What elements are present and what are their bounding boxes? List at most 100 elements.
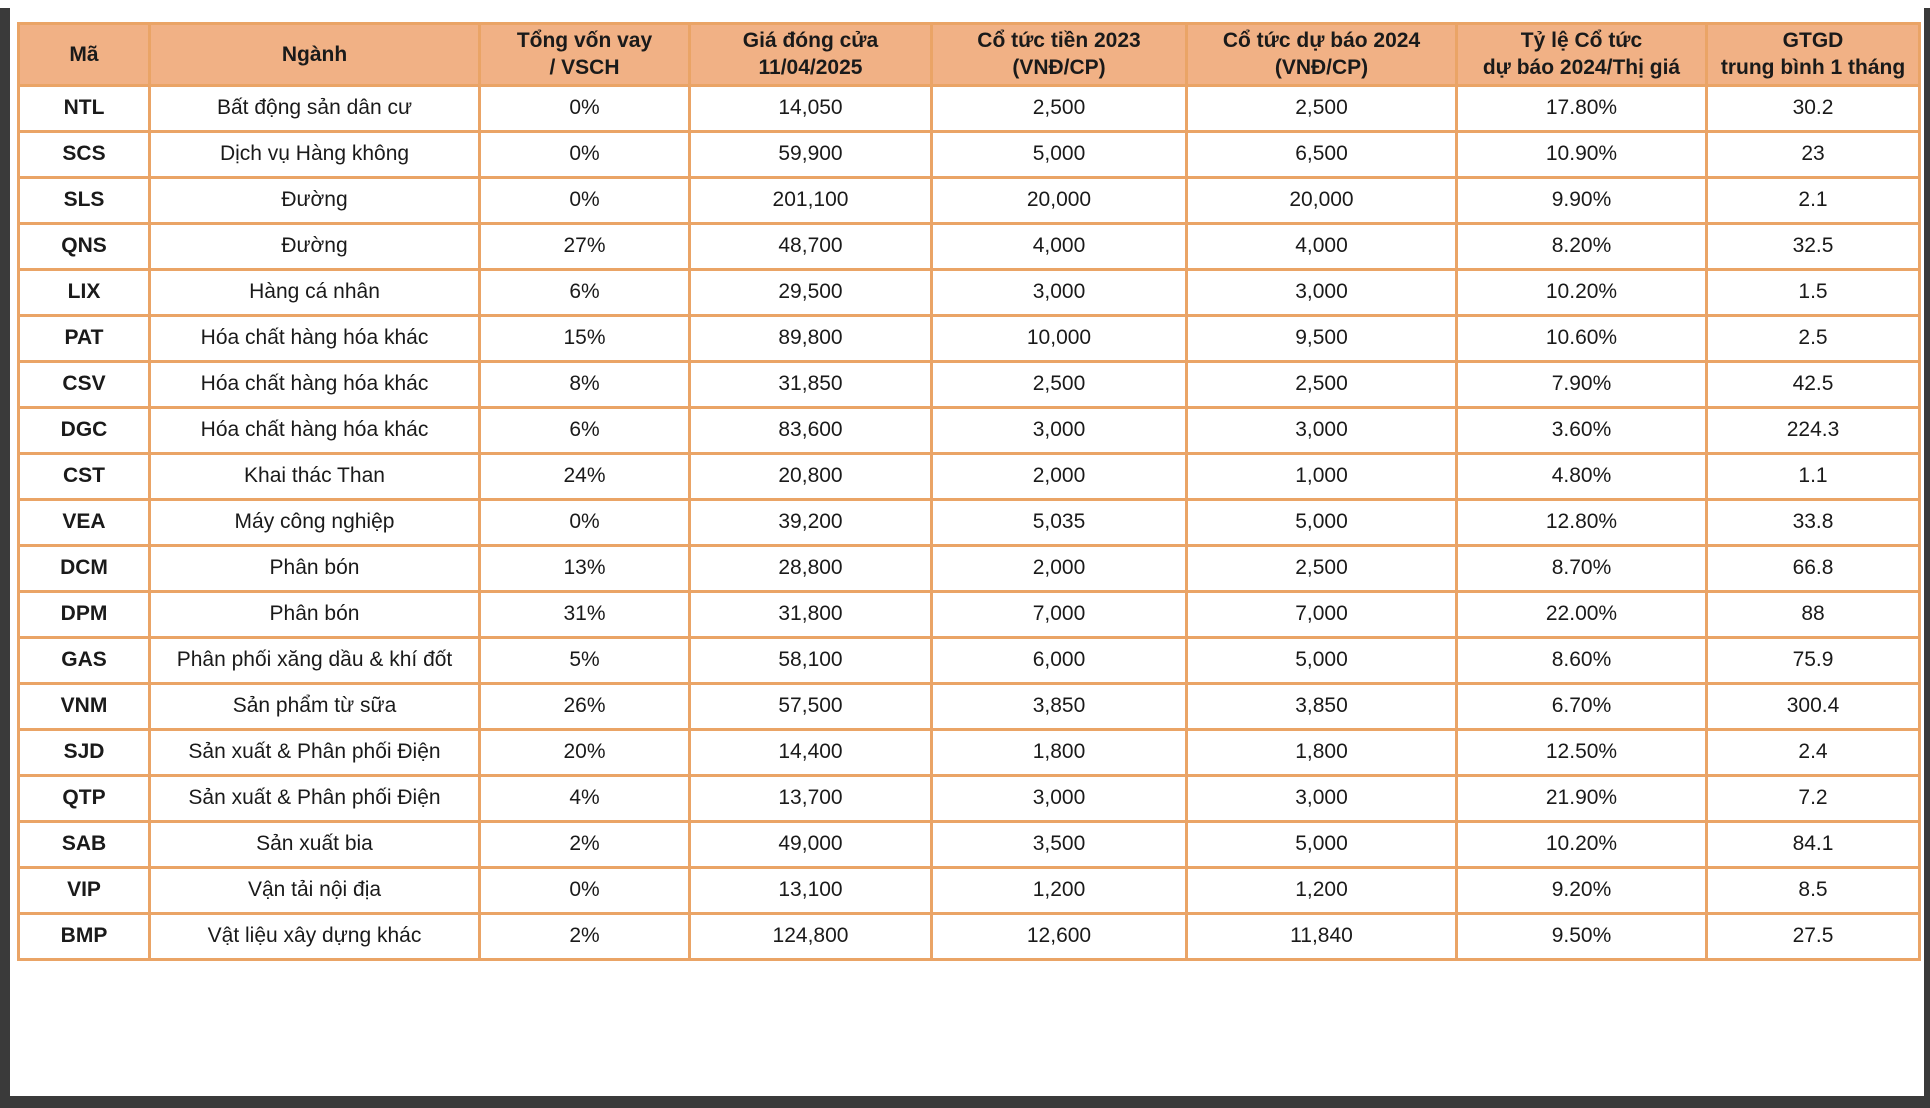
table-row-SAB: SAB Sản xuất bia 2% 49,000 3,500 5,000 10.20% 8… — [17, 819, 1921, 869]
cell-co_tuc_2023: 7,000 — [930, 589, 1188, 639]
cell-nganh: Hàng cá nhân — [148, 267, 481, 317]
cell-gtgd: 2.1 — [1705, 175, 1921, 225]
cell-co_tuc_2024: 5,000 — [1185, 819, 1458, 869]
cell-ma: CSV — [17, 359, 151, 409]
cell-gia_dong_cua: 89,800 — [688, 313, 933, 363]
screenshot-right-edge — [1924, 8, 1930, 1108]
table-row-PAT: PAT Hóa chất hàng hóa khác 15% 89,800 10,000… — [17, 313, 1921, 363]
cell-von_vay: 15% — [478, 313, 691, 363]
table-row-CSV: CSV Hóa chất hàng hóa khác 8% 31,850 2,500 2,… — [17, 359, 1921, 409]
cell-gia_dong_cua: 13,700 — [688, 773, 933, 823]
cell-ma: NTL — [17, 83, 151, 133]
cell-ma: VNM — [17, 681, 151, 731]
table-row-VIP: VIP Vận tải nội địa 0% 13,100 1,200 1,200 9.20… — [17, 865, 1921, 915]
cell-ma: DCM — [17, 543, 151, 593]
cell-gia_dong_cua: 31,850 — [688, 359, 933, 409]
screenshot-left-edge — [0, 8, 10, 1108]
cell-ty_le: 17.80% — [1455, 83, 1708, 133]
table-row-SCS: SCS Dịch vụ Hàng không 0% 59,900 5,000 6,500 1… — [17, 129, 1921, 179]
table-row-NTL: NTL Bất động sản dân cư 0% 14,050 2,500 2,500… — [17, 83, 1921, 133]
table-row-SJD: SJD Sản xuất & Phân phối Điện 20% 14,400 1,8… — [17, 727, 1921, 777]
cell-von_vay: 6% — [478, 267, 691, 317]
cell-nganh: Vật liệu xây dựng khác — [148, 911, 481, 961]
cell-von_vay: 13% — [478, 543, 691, 593]
cell-ma: GAS — [17, 635, 151, 685]
cell-co_tuc_2023: 20,000 — [930, 175, 1188, 225]
cell-ma: VIP — [17, 865, 151, 915]
cell-gtgd: 84.1 — [1705, 819, 1921, 869]
cell-gia_dong_cua: 83,600 — [688, 405, 933, 455]
cell-co_tuc_2023: 2,000 — [930, 543, 1188, 593]
dividend-forecast-table: Mã Ngành Tổng vốn vay / VSCH Giá đóng cửa 1… — [17, 22, 1921, 961]
cell-ty_le: 21.90% — [1455, 773, 1708, 823]
cell-gtgd: 66.8 — [1705, 543, 1921, 593]
cell-von_vay: 24% — [478, 451, 691, 501]
cell-ty_le: 8.20% — [1455, 221, 1708, 271]
cell-von_vay: 20% — [478, 727, 691, 777]
cell-ma: DPM — [17, 589, 151, 639]
cell-gia_dong_cua: 39,200 — [688, 497, 933, 547]
cell-von_vay: 4% — [478, 773, 691, 823]
cell-co_tuc_2024: 2,500 — [1185, 543, 1458, 593]
cell-co_tuc_2023: 3,500 — [930, 819, 1188, 869]
cell-co_tuc_2024: 5,000 — [1185, 635, 1458, 685]
cell-gtgd: 88 — [1705, 589, 1921, 639]
cell-co_tuc_2024: 3,850 — [1185, 681, 1458, 731]
cell-co_tuc_2024: 9,500 — [1185, 313, 1458, 363]
cell-nganh: Máy công nghiệp — [148, 497, 481, 547]
cell-gia_dong_cua: 124,800 — [688, 911, 933, 961]
table-row-CST: CST Khai thác Than 24% 20,800 2,000 1,000 4.80… — [17, 451, 1921, 501]
cell-ty_le: 9.50% — [1455, 911, 1708, 961]
cell-co_tuc_2024: 11,840 — [1185, 911, 1458, 961]
cell-co_tuc_2023: 4,000 — [930, 221, 1188, 271]
cell-ty_le: 6.70% — [1455, 681, 1708, 731]
cell-gia_dong_cua: 57,500 — [688, 681, 933, 731]
cell-ty_le: 10.90% — [1455, 129, 1708, 179]
cell-co_tuc_2023: 3,000 — [930, 773, 1188, 823]
cell-nganh: Sản phẩm từ sữa — [148, 681, 481, 731]
cell-gia_dong_cua: 201,100 — [688, 175, 933, 225]
cell-co_tuc_2024: 6,500 — [1185, 129, 1458, 179]
cell-gia_dong_cua: 14,050 — [688, 83, 933, 133]
cell-von_vay: 0% — [478, 865, 691, 915]
cell-von_vay: 5% — [478, 635, 691, 685]
cell-ty_le: 9.20% — [1455, 865, 1708, 915]
cell-gtgd: 300.4 — [1705, 681, 1921, 731]
cell-ma: VEA — [17, 497, 151, 547]
cell-nganh: Khai thác Than — [148, 451, 481, 501]
cell-co_tuc_2023: 5,000 — [930, 129, 1188, 179]
table-row-QNS: QNS Đường 27% 48,700 4,000 4,000 8.20% 32.5 — [17, 221, 1921, 271]
column-header-co_tuc_2024: Cổ tức dự báo 2024 (VNĐ/CP) — [1185, 22, 1458, 87]
table-row-VNM: VNM Sản phẩm từ sữa 26% 57,500 3,850 3,850 6.7… — [17, 681, 1921, 731]
cell-ty_le: 10.20% — [1455, 819, 1708, 869]
cell-nganh: Vận tải nội địa — [148, 865, 481, 915]
cell-nganh: Phân bón — [148, 589, 481, 639]
cell-von_vay: 2% — [478, 911, 691, 961]
table-row-GAS: GAS Phân phối xăng dầu & khí đốt 5% 58,100 6… — [17, 635, 1921, 685]
cell-co_tuc_2024: 3,000 — [1185, 405, 1458, 455]
column-header-von_vay: Tổng vốn vay / VSCH — [478, 22, 691, 87]
cell-gtgd: 2.4 — [1705, 727, 1921, 777]
cell-ma: SLS — [17, 175, 151, 225]
cell-gia_dong_cua: 59,900 — [688, 129, 933, 179]
cell-von_vay: 8% — [478, 359, 691, 409]
cell-gia_dong_cua: 20,800 — [688, 451, 933, 501]
cell-co_tuc_2023: 3,000 — [930, 405, 1188, 455]
cell-co_tuc_2024: 20,000 — [1185, 175, 1458, 225]
cell-nganh: Đường — [148, 221, 481, 271]
cell-co_tuc_2023: 12,600 — [930, 911, 1188, 961]
cell-ma: BMP — [17, 911, 151, 961]
cell-ma: CST — [17, 451, 151, 501]
cell-gtgd: 32.5 — [1705, 221, 1921, 271]
cell-gia_dong_cua: 31,800 — [688, 589, 933, 639]
table-row-LIX: LIX Hàng cá nhân 6% 29,500 3,000 3,000 10.20% 1… — [17, 267, 1921, 317]
cell-von_vay: 0% — [478, 129, 691, 179]
table-row-DPM: DPM Phân bón 31% 31,800 7,000 7,000 22.00% 88 — [17, 589, 1921, 639]
table-row-QTP: QTP Sản xuất & Phân phối Điện 4% 13,700 3,00… — [17, 773, 1921, 823]
cell-ty_le: 9.90% — [1455, 175, 1708, 225]
cell-co_tuc_2024: 1,000 — [1185, 451, 1458, 501]
cell-co_tuc_2023: 1,800 — [930, 727, 1188, 777]
cell-ty_le: 7.90% — [1455, 359, 1708, 409]
cell-gtgd: 27.5 — [1705, 911, 1921, 961]
cell-gtgd: 2.5 — [1705, 313, 1921, 363]
